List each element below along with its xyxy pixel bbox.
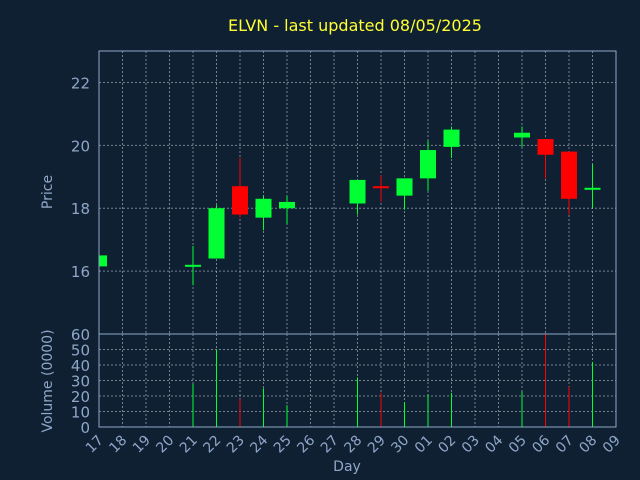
candle-body xyxy=(232,186,248,215)
candle xyxy=(208,205,225,259)
candle xyxy=(420,140,436,191)
candle xyxy=(98,253,107,268)
price-y-ticks: 16 18 20 22 xyxy=(71,74,90,281)
price-tick-label: 20 xyxy=(71,137,90,155)
volume-tick-label: 40 xyxy=(71,357,90,375)
candle xyxy=(349,179,366,215)
candle-body xyxy=(208,208,225,259)
x-axis-label: Day xyxy=(333,459,361,475)
price-tick-label: 16 xyxy=(71,263,90,281)
candle xyxy=(584,164,601,209)
candle-body xyxy=(373,186,389,189)
candle xyxy=(514,126,530,147)
candle xyxy=(443,126,460,158)
candle-body xyxy=(420,150,436,179)
volume-tick-label: 10 xyxy=(71,404,90,422)
candle-body xyxy=(255,198,272,218)
candle xyxy=(232,157,248,218)
candle-body xyxy=(396,178,413,196)
candle xyxy=(396,178,413,210)
candle-body xyxy=(185,264,201,267)
candle-body xyxy=(514,132,530,138)
x-axis-ticks: 17 18 19 20 21 22 23 24 25 26 27 28 29 30 01 02 03 04 05 06… xyxy=(83,432,624,456)
candle xyxy=(537,139,554,179)
volume-tick-label: 20 xyxy=(71,388,90,406)
candle-body xyxy=(561,151,577,199)
chart-title: ELVN - last updated 08/05/2025 xyxy=(228,16,482,35)
candle-body xyxy=(443,129,460,147)
candle-body xyxy=(279,201,295,209)
candle-body xyxy=(537,139,554,155)
volume-tick-label: 30 xyxy=(71,373,90,391)
candle-body xyxy=(99,255,107,267)
candle-body xyxy=(584,187,601,190)
candle xyxy=(561,151,577,215)
volume-panel-frame xyxy=(98,333,617,428)
candle xyxy=(373,175,389,202)
volume-bars xyxy=(192,334,593,427)
price-tick-label: 18 xyxy=(71,200,90,218)
price-tick-label: 22 xyxy=(71,74,90,92)
candle xyxy=(279,195,295,224)
candlesticks xyxy=(98,126,601,286)
candle xyxy=(185,245,201,286)
candle-body xyxy=(349,179,366,204)
volume-tick-label: 0 xyxy=(80,419,90,437)
volume-tick-label: 60 xyxy=(71,326,90,344)
volume-axis-label: Volume (0000) xyxy=(40,329,56,432)
price-axis-label: Price xyxy=(40,175,56,209)
candle xyxy=(255,195,272,231)
volume-tick-label: 50 xyxy=(71,342,90,360)
